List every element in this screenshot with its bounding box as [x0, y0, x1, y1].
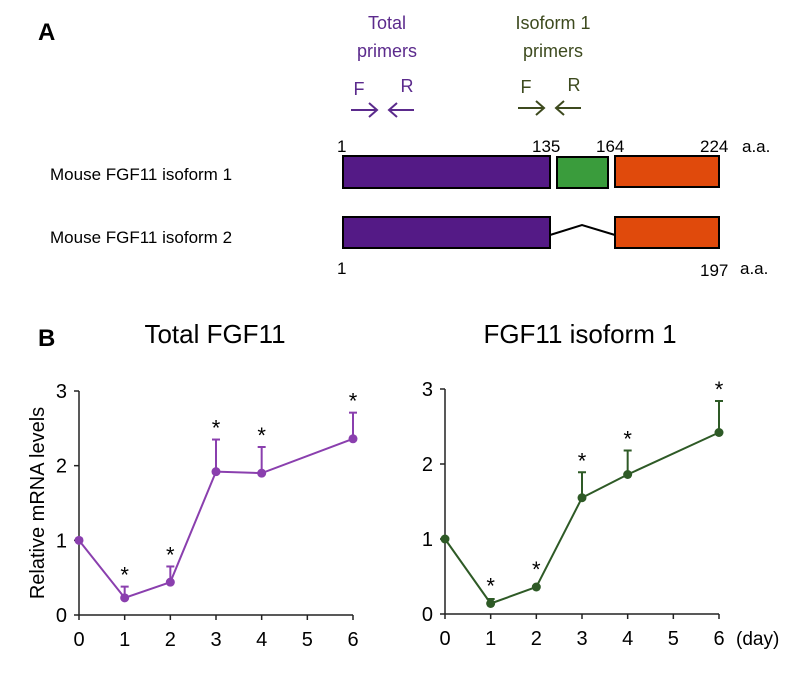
chart2-x-tick-label: 0 [439, 628, 450, 650]
total-primers-label-line1: Total [368, 13, 406, 33]
isoform1-pos135: 135 [532, 137, 560, 156]
isoform2-name: Mouse FGF11 isoform 2 [50, 228, 232, 247]
chart2-data-point [440, 534, 450, 544]
chart2-x-tick-label: 4 [622, 628, 633, 650]
chart1-x-tick-label: 4 [256, 629, 267, 651]
chart1-x-tick-label: 2 [165, 629, 176, 651]
x-axis-unit: (day) [736, 629, 779, 650]
chart2-significance-marker: * [715, 377, 724, 402]
chart1-significance-marker: * [120, 563, 129, 588]
chart1-y-tick-label: 1 [56, 530, 67, 552]
chart2-significance-marker: * [623, 427, 632, 452]
chart2-data-point [531, 582, 541, 592]
isoform-primers-label-line2: primers [523, 41, 583, 61]
chart1-x-tick-label: 0 [73, 629, 84, 651]
chart2-x-tick-label: 6 [713, 628, 724, 650]
isoform1-name: Mouse FGF11 isoform 1 [50, 165, 232, 184]
isoform1-domain-exon [556, 156, 609, 189]
chart1-data-point [257, 468, 267, 478]
isoform-reverse-label: R [568, 75, 581, 95]
chart1-significance-marker: * [212, 416, 221, 441]
chart2-x-tick-label: 2 [531, 628, 542, 650]
chart1-y-tick-label: 3 [56, 381, 67, 403]
reverse-primer-arrow-icon [387, 102, 414, 118]
isoform-forward-arrow-icon [518, 100, 546, 116]
chart1-y-tick-label: 2 [56, 456, 67, 478]
isoform1-unit: a.a. [742, 137, 770, 156]
chart2-data-point [623, 470, 633, 479]
chart2-significance-marker: * [532, 557, 541, 582]
isoform1-pos164: 164 [596, 137, 624, 156]
chart2-significance-marker: * [578, 448, 587, 473]
isoform2-domain-c-terminal [614, 216, 720, 249]
isoform2-start: 1 [337, 259, 346, 278]
isoform2-unit: a.a. [740, 259, 768, 278]
total-reverse-label: R [401, 76, 414, 96]
panel-a-label: A [38, 19, 55, 46]
chart1-title: Total FGF11 [144, 319, 285, 349]
chart1-y-tick-label: 0 [56, 605, 67, 627]
forward-primer-arrow-icon [351, 102, 379, 118]
panel-b-label: B [38, 325, 55, 352]
isoform-forward-label: F [521, 77, 532, 97]
chart2-y-tick-label: 1 [422, 529, 433, 551]
chart1-x-tick-label: 3 [210, 629, 221, 651]
chart2-y-tick-label: 3 [422, 379, 433, 401]
chart2-significance-marker: * [486, 574, 495, 599]
isoform-primers-label-line1: Isoform 1 [515, 13, 590, 33]
isoform2-splice-line [549, 223, 616, 236]
chart1-data-point [165, 577, 175, 587]
chart1-significance-marker: * [166, 542, 175, 567]
chart2-y-tick-label: 0 [422, 604, 433, 626]
chart2-y-tick-label: 2 [422, 454, 433, 476]
chart2-title: FGF11 isoform 1 [483, 319, 676, 349]
isoform1-start: 1 [337, 137, 346, 156]
chart1-data-point [348, 434, 358, 444]
chart1-series-line [78, 437, 354, 600]
chart1-x-tick-label: 6 [347, 629, 358, 651]
chart2-data-point [714, 428, 724, 437]
isoform-reverse-arrow-icon [554, 100, 581, 116]
isoform1-end: 224 [700, 137, 728, 156]
total-primers-label-line2: primers [357, 41, 417, 61]
isoform2-domain-n-terminal [342, 216, 551, 249]
chart2-data-point [577, 493, 587, 503]
chart2-data-point [486, 599, 496, 608]
total-forward-label: F [354, 79, 365, 99]
chart1-x-tick-label: 1 [119, 629, 130, 651]
isoform2-end: 197 [700, 261, 728, 280]
chart2-x-tick-label: 1 [485, 628, 496, 650]
y-axis-label: Relative mRNA levels [27, 407, 49, 599]
chart1-data-point [120, 593, 130, 603]
chart1-data-point [74, 535, 84, 545]
chart2-x-tick-label: 5 [668, 628, 679, 650]
chart1-x-tick-label: 5 [302, 629, 313, 651]
isoform1-domain-c-terminal [614, 155, 720, 188]
chart1-significance-marker: * [349, 389, 358, 414]
chart2-x-tick-label: 3 [576, 628, 587, 650]
chart1-significance-marker: * [257, 423, 266, 448]
chart2-series-line [444, 431, 720, 605]
chart1-data-point [211, 467, 221, 477]
isoform1-domain-n-terminal [342, 155, 551, 189]
